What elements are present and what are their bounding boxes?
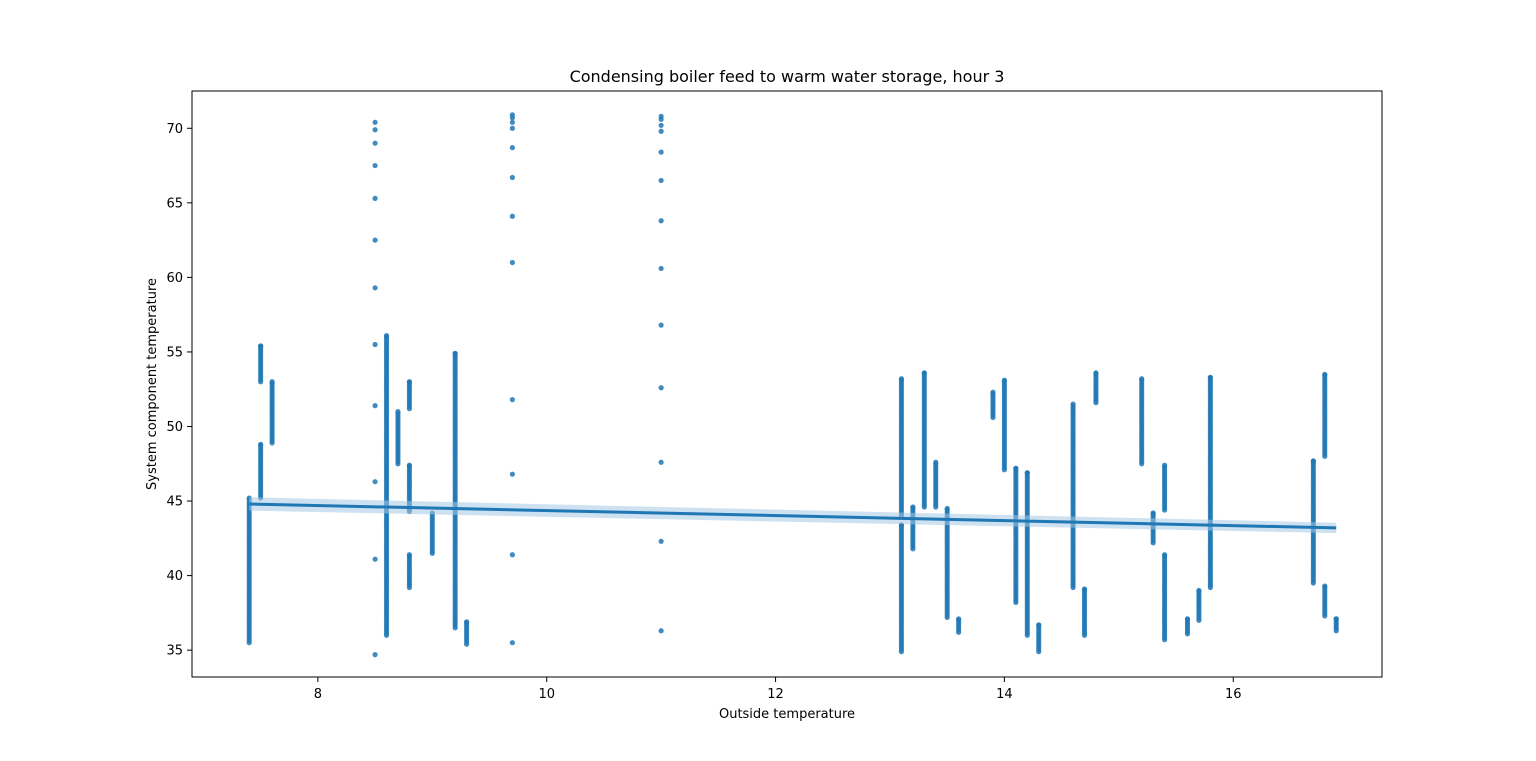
data-point bbox=[658, 385, 664, 391]
x-tick-label: 14 bbox=[996, 687, 1013, 702]
data-point bbox=[406, 552, 412, 558]
data-point bbox=[658, 322, 664, 328]
data-point bbox=[509, 125, 515, 131]
data-point bbox=[383, 332, 390, 339]
y-tick-label: 55 bbox=[166, 345, 183, 360]
data-point bbox=[372, 479, 378, 485]
data-point bbox=[452, 350, 458, 357]
data-point bbox=[658, 538, 664, 544]
y-tick-label: 65 bbox=[166, 196, 183, 211]
data-point bbox=[258, 343, 264, 349]
y-axis-label: System component temperature bbox=[145, 278, 160, 490]
data-point bbox=[395, 408, 401, 415]
data-point bbox=[1150, 510, 1156, 516]
data-point bbox=[372, 119, 378, 125]
data-point bbox=[658, 149, 664, 155]
x-tick-label: 8 bbox=[314, 687, 322, 702]
data-point bbox=[658, 122, 664, 128]
data-point bbox=[372, 195, 378, 201]
plot-area bbox=[246, 112, 1339, 658]
data-point bbox=[509, 112, 515, 118]
data-point bbox=[1322, 583, 1328, 589]
y-tick-label: 40 bbox=[166, 569, 183, 584]
data-point bbox=[372, 140, 378, 146]
data-point bbox=[509, 471, 515, 477]
data-point bbox=[1013, 465, 1019, 471]
data-point bbox=[372, 341, 378, 348]
data-point bbox=[509, 259, 515, 266]
data-point bbox=[1184, 616, 1191, 622]
x-axis: 8 10 12 14 16 bbox=[314, 677, 1242, 702]
data-point bbox=[509, 397, 515, 403]
data-point bbox=[1333, 616, 1339, 622]
data-point bbox=[509, 640, 515, 646]
y-tick-label: 60 bbox=[166, 271, 183, 286]
data-point bbox=[1196, 587, 1202, 594]
data-point bbox=[372, 162, 378, 169]
y-tick-label: 35 bbox=[166, 644, 183, 659]
data-point bbox=[990, 389, 996, 395]
data-point bbox=[372, 556, 378, 562]
y-tick-label: 50 bbox=[166, 420, 183, 435]
data-point bbox=[1001, 377, 1008, 383]
chart-title: Condensing boiler feed to warm water sto… bbox=[570, 67, 1005, 86]
data-point bbox=[269, 379, 275, 385]
axes-frame bbox=[191, 90, 1383, 678]
data-point bbox=[372, 285, 378, 291]
data-point bbox=[658, 459, 664, 465]
data-point bbox=[509, 174, 515, 181]
data-point bbox=[658, 628, 664, 634]
data-point bbox=[1070, 401, 1076, 407]
data-point bbox=[509, 552, 515, 558]
data-point bbox=[372, 237, 378, 243]
data-point bbox=[898, 376, 905, 382]
data-point bbox=[509, 145, 515, 151]
data-point bbox=[1036, 622, 1042, 628]
data-point bbox=[1322, 371, 1328, 377]
data-point bbox=[933, 459, 939, 465]
data-point bbox=[1310, 458, 1316, 464]
data-point bbox=[658, 265, 664, 272]
data-point bbox=[258, 441, 264, 447]
data-point bbox=[1162, 462, 1168, 468]
data-point bbox=[372, 652, 378, 658]
data-point bbox=[372, 127, 378, 133]
regression-line bbox=[249, 502, 1337, 530]
data-point bbox=[921, 370, 927, 376]
data-point bbox=[658, 113, 664, 119]
data-point bbox=[658, 218, 664, 224]
data-point bbox=[1081, 586, 1088, 592]
y-tick-label: 45 bbox=[166, 495, 183, 510]
data-point bbox=[1162, 552, 1168, 558]
x-tick-label: 16 bbox=[1225, 687, 1242, 702]
data-point bbox=[956, 616, 962, 622]
x-axis-label: Outside temperature bbox=[719, 707, 855, 722]
x-tick-label: 12 bbox=[767, 687, 784, 702]
data-point bbox=[910, 504, 916, 510]
y-tick-label: 70 bbox=[166, 122, 183, 137]
data-point bbox=[1024, 470, 1030, 476]
data-point bbox=[658, 128, 664, 134]
data-point bbox=[944, 505, 950, 512]
data-point bbox=[1207, 374, 1213, 380]
data-point bbox=[509, 119, 515, 125]
data-point bbox=[509, 213, 515, 219]
y-axis: 35 40 45 50 55 60 65 70 bbox=[166, 122, 192, 659]
data-point bbox=[464, 619, 470, 625]
data-point bbox=[1093, 370, 1099, 376]
data-point bbox=[1139, 376, 1145, 382]
data-point bbox=[372, 403, 378, 409]
data-point bbox=[406, 462, 412, 468]
data-point bbox=[658, 177, 664, 184]
x-tick-label: 10 bbox=[538, 687, 555, 702]
data-point bbox=[406, 379, 412, 385]
